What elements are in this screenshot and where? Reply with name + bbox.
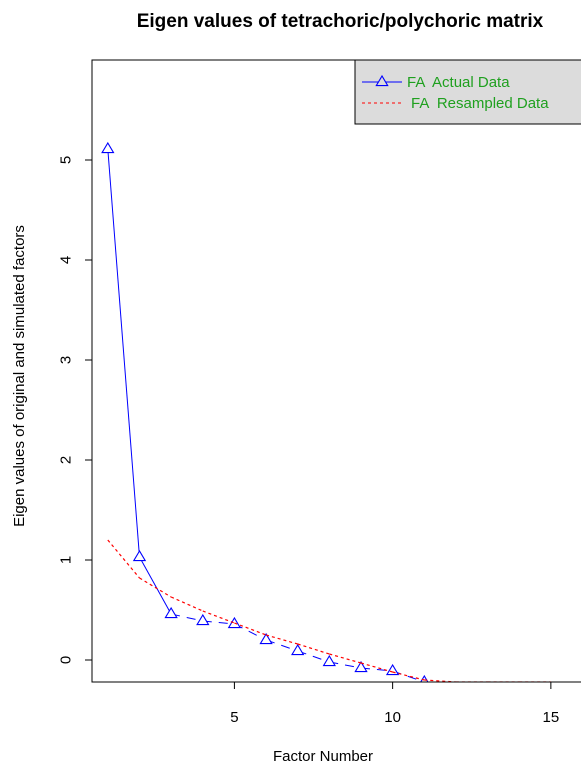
data-point-marker: [291, 643, 305, 656]
data-point-marker: [132, 549, 147, 562]
data-point-marker: [101, 141, 115, 154]
series-segment: [170, 596, 204, 612]
data-point-marker: [164, 606, 178, 619]
series-segment: [202, 620, 235, 625]
legend-label: FA Resampled Data: [411, 95, 549, 112]
series-segment: [329, 653, 362, 664]
x-tick-label: 5: [230, 709, 238, 726]
series-layer: [101, 141, 551, 682]
chart-title: Eigen values of tetrachoric/polychoric m…: [137, 11, 544, 32]
legend: FA Actual Data FA Resampled Data: [354, 59, 581, 125]
legend-items: FA Actual Data FA Resampled Data: [362, 74, 549, 112]
plot-frame: [91, 59, 581, 683]
data-point-marker: [420, 674, 429, 682]
series-actual-data: [101, 141, 551, 682]
data-point-marker: [196, 613, 210, 626]
x-tick-label: 10: [384, 709, 401, 726]
x-axis-label: Factor Number: [273, 748, 373, 765]
y-tick-label: 2: [58, 456, 75, 464]
legend-marker: [375, 74, 389, 87]
series-segment: [329, 661, 362, 669]
y-tick-label: 3: [58, 356, 75, 364]
y-tick-label: 5: [58, 156, 75, 164]
x-axis: 5 10 15: [230, 681, 560, 726]
y-tick-label: 4: [58, 256, 75, 264]
y-axis: 0 1 2 3 4 5: [58, 156, 93, 664]
series-segment: [107, 539, 140, 579]
series-segment: [360, 667, 393, 672]
data-point-marker: [354, 660, 368, 673]
legend-label: FA Actual Data: [407, 74, 510, 91]
legend-box: [354, 59, 581, 125]
x-tick-label: 15: [543, 709, 560, 726]
data-point-marker: [322, 654, 336, 667]
data-point-marker: [227, 616, 242, 629]
y-axis-label: Eigen values of original and simulated f…: [11, 225, 28, 527]
series-segment: [234, 622, 267, 636]
series-segment: [139, 556, 172, 615]
series-segment: [107, 148, 140, 558]
data-point-marker: [259, 632, 273, 645]
series-segment: [139, 577, 172, 598]
y-tick-label: 1: [58, 556, 75, 564]
data-point-marker: [385, 663, 400, 676]
series-segment: [170, 613, 203, 622]
y-tick-label: 0: [58, 656, 75, 664]
